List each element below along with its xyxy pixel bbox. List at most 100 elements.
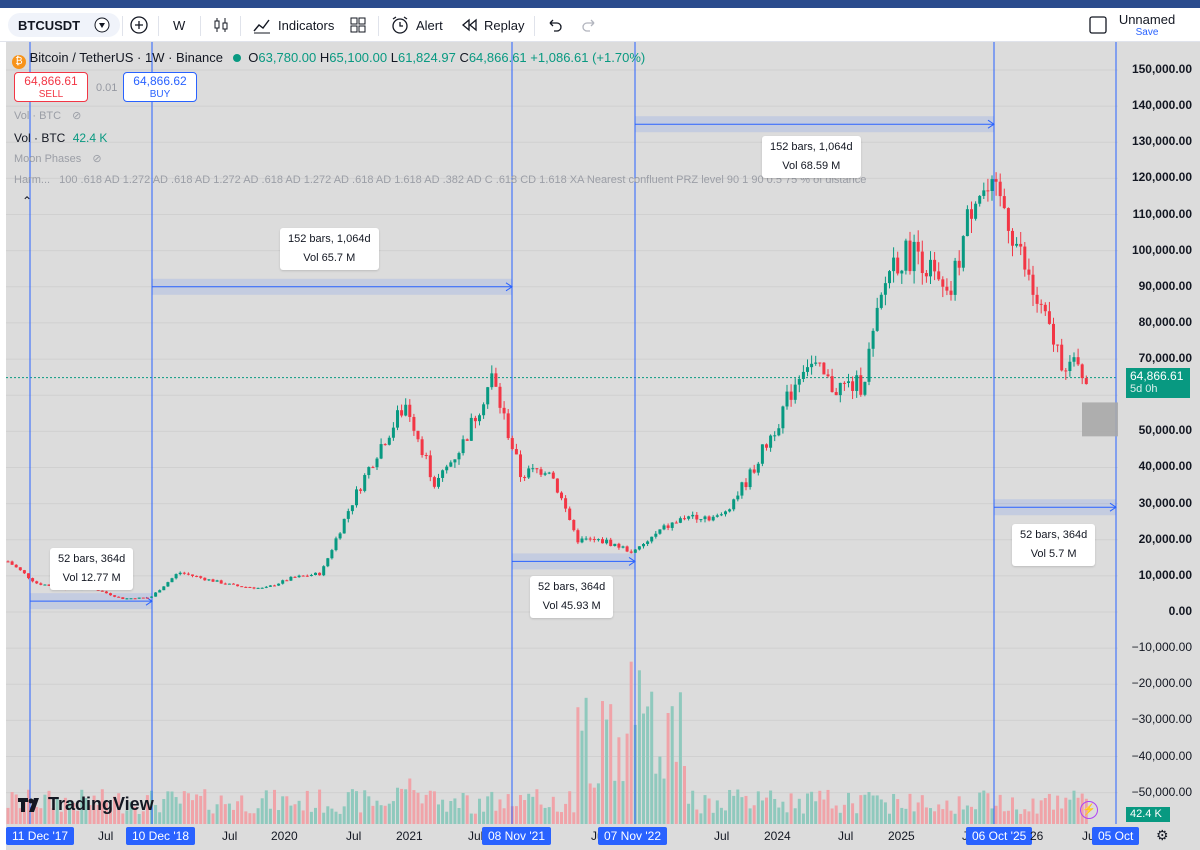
candle-body xyxy=(687,516,691,519)
sell-button[interactable]: 64,866.61 SELL xyxy=(14,72,88,102)
volume-bar xyxy=(842,804,846,824)
volume-bar xyxy=(1056,795,1060,824)
callout-bars: 152 bars, 1,064d xyxy=(770,141,853,153)
volume-bar xyxy=(920,795,924,824)
volume-bar xyxy=(76,810,80,824)
undo-button[interactable] xyxy=(546,8,564,42)
volume-bar xyxy=(748,808,752,824)
measure-callout[interactable]: 152 bars, 1,064d Vol 65.7 M xyxy=(280,228,379,270)
candle-body xyxy=(642,543,645,547)
volume-bar xyxy=(654,773,658,824)
chart-pane[interactable]: ₿ Bitcoin / TetherUS · 1W · Binance O63,… xyxy=(6,42,1200,850)
volume-bar xyxy=(551,796,555,824)
buy-button[interactable]: 64,866.62 BUY xyxy=(123,72,197,102)
indicator-moon-phases[interactable]: Moon Phases ⊘ xyxy=(14,152,102,165)
candle-body xyxy=(465,439,469,441)
eye-hidden-icon[interactable]: ⊘ xyxy=(72,110,82,122)
volume-bar xyxy=(59,811,63,824)
measure-callout[interactable]: 52 bars, 364d Vol 5.7 M xyxy=(1012,524,1096,566)
volume-bar xyxy=(506,794,510,824)
time-axis-label: Jul xyxy=(222,829,238,843)
volume-bar xyxy=(564,803,568,824)
save-label[interactable]: Save xyxy=(1135,27,1159,38)
volume-bar xyxy=(990,808,994,824)
measure-callout[interactable]: 52 bars, 364d Vol 12.77 M xyxy=(50,548,134,590)
candle-body xyxy=(371,467,375,469)
volume-bar xyxy=(449,801,453,824)
candle-body xyxy=(1035,294,1039,304)
volume-bar xyxy=(359,812,363,824)
volume-bar xyxy=(453,798,457,824)
volume-bar xyxy=(637,670,641,824)
templates-button[interactable] xyxy=(349,8,367,42)
settings-gear-icon[interactable]: ⚙ xyxy=(1156,827,1169,843)
lightning-icon[interactable]: ⚡ xyxy=(1080,801,1098,819)
candle-body xyxy=(375,458,379,468)
volume-bar xyxy=(191,800,194,824)
candle-body xyxy=(1064,370,1068,372)
candle-body xyxy=(855,375,859,391)
candle-body xyxy=(35,581,39,584)
candle-body xyxy=(584,538,588,540)
candle-body xyxy=(1031,274,1035,295)
symbol-legend[interactable]: ₿ Bitcoin / TetherUS · 1W · Binance O63,… xyxy=(12,50,645,69)
eye-hidden-icon[interactable]: ⊘ xyxy=(92,153,102,165)
price-axis-label: 120,000.00 xyxy=(1131,170,1192,185)
candle-body xyxy=(428,455,432,478)
volume-bar xyxy=(166,791,170,824)
volume-bar xyxy=(666,712,670,824)
indicator-volume[interactable]: Vol · BTC 42.4 K xyxy=(14,131,107,145)
candle-body xyxy=(555,478,559,493)
indicator-volume-hidden[interactable]: Vol · BTC ⊘ xyxy=(14,109,81,122)
watchlist-icon[interactable] xyxy=(94,17,110,33)
price-chart[interactable] xyxy=(6,42,1200,850)
candle-body xyxy=(100,590,104,592)
indicator-harmonic[interactable]: Harm... 100 .618 AD 1.272 AD .618 AD 1.2… xyxy=(14,174,964,186)
volume-bar xyxy=(14,794,18,824)
candle-body xyxy=(96,589,100,591)
alert-button[interactable]: Alert xyxy=(390,8,443,42)
volume-bar xyxy=(896,799,900,824)
symbol-title: Bitcoin / TetherUS · 1W · Binance xyxy=(29,50,224,65)
layout-name-button[interactable]: Unnamed Save xyxy=(1118,8,1176,42)
volume-bar xyxy=(285,796,289,824)
volume-bar xyxy=(740,797,744,824)
volume-bar xyxy=(814,801,818,824)
candle-body xyxy=(765,444,768,448)
candle-body xyxy=(740,482,744,496)
measure-callout[interactable]: 52 bars, 364d Vol 45.93 M xyxy=(530,576,614,618)
measure-callout[interactable]: 152 bars, 1,064d Vol 68.59 M xyxy=(762,136,861,178)
candle-body xyxy=(834,392,838,396)
price-axis-label: 150,000.00 xyxy=(1131,62,1192,76)
candle-body xyxy=(961,236,965,268)
volume-bar xyxy=(703,795,707,824)
redo-button[interactable] xyxy=(580,8,598,42)
interval-button[interactable]: W xyxy=(173,17,186,33)
indicators-button[interactable]: Indicators xyxy=(252,8,334,42)
volume-bar xyxy=(63,797,67,824)
redo-icon xyxy=(582,19,595,32)
volume-bar xyxy=(1047,793,1051,824)
indicators-icon xyxy=(253,19,270,34)
volume-bar xyxy=(572,812,576,824)
candle-body xyxy=(617,543,621,548)
symbol-search-button[interactable]: BTCUSDT xyxy=(8,13,120,37)
candle-body xyxy=(888,271,891,284)
divider xyxy=(122,16,123,36)
replay-button[interactable]: Replay xyxy=(460,8,524,42)
candle-body xyxy=(244,586,248,588)
chart-type-button[interactable] xyxy=(212,8,230,42)
add-symbol-button[interactable] xyxy=(130,8,148,42)
candle-body xyxy=(838,382,842,396)
tradingview-logo[interactable]: TradingView xyxy=(18,794,154,815)
volume-bar xyxy=(888,813,891,824)
collapse-chevron-icon[interactable]: ⌃ xyxy=(22,194,33,208)
volume-bar xyxy=(482,811,486,824)
volume-bar xyxy=(240,795,244,824)
price-axis-label: 140,000.00 xyxy=(1131,98,1192,113)
volume-bar xyxy=(281,796,285,824)
candle-body xyxy=(326,558,330,567)
candle-body xyxy=(1047,311,1051,324)
volume-bar xyxy=(535,789,539,824)
layout-toggle[interactable] xyxy=(1088,8,1108,42)
